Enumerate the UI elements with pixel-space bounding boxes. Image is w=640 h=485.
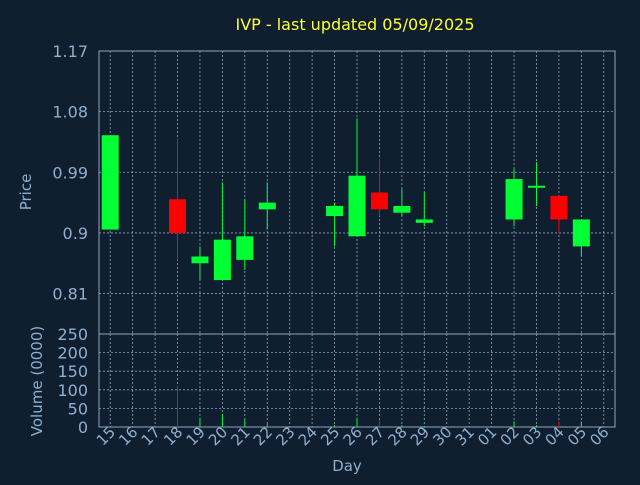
candle-body xyxy=(348,175,366,237)
candle-body xyxy=(505,179,523,220)
price-tick-label: 0.81 xyxy=(52,285,88,304)
price-tick-label: 0.99 xyxy=(52,163,88,182)
candle-body xyxy=(572,219,590,247)
x-axis: 1516171819202122232425262728293031010203… xyxy=(93,423,613,449)
candle-body xyxy=(213,239,231,281)
candle-body xyxy=(169,199,187,233)
candle-body xyxy=(415,219,433,223)
volume-tick-label: 100 xyxy=(57,381,88,400)
candle-body xyxy=(101,135,119,230)
volume-tick-label: 50 xyxy=(68,399,88,418)
candle-body xyxy=(326,205,344,217)
candle-body xyxy=(258,202,276,210)
candle-body xyxy=(236,236,254,260)
price-tick-label: 0.9 xyxy=(63,224,88,243)
volume-tick-label: 150 xyxy=(57,362,88,381)
chart-title: IVP - last updated 05/09/2025 xyxy=(235,15,474,34)
candle-body xyxy=(527,185,545,188)
x-axis-title: Day xyxy=(332,457,362,475)
price-tick-label: 1.08 xyxy=(52,103,88,122)
price-tick-label: 1.17 xyxy=(52,42,88,61)
volume-axis-title: Volume (0000) xyxy=(28,326,46,436)
volume-tick-label: 200 xyxy=(57,344,88,363)
volume-tick-label: 0 xyxy=(78,418,88,437)
candle-body xyxy=(370,192,388,210)
candle-body xyxy=(191,256,209,264)
candle-body xyxy=(393,205,411,213)
candle-body xyxy=(550,195,568,220)
volume-tick-label: 250 xyxy=(57,325,88,344)
price-panel: 1.17 1.08 0.99 0.9 0.81 xyxy=(52,42,616,335)
price-axis-title: Price xyxy=(17,174,35,211)
